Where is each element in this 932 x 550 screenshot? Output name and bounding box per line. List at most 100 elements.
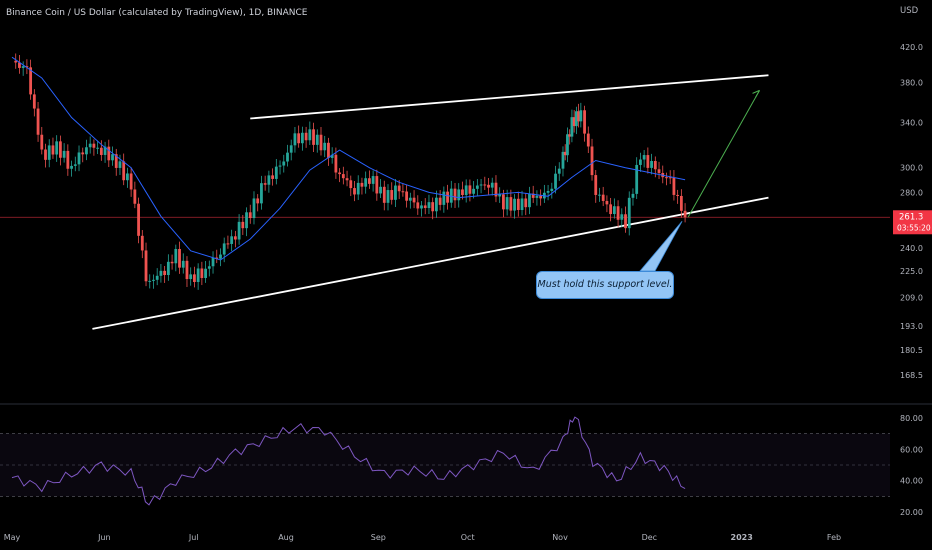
candle-body bbox=[586, 133, 590, 147]
candle-body bbox=[457, 189, 461, 201]
candle-body bbox=[85, 147, 88, 155]
candle-body bbox=[282, 161, 286, 166]
rsi-pane[interactable] bbox=[0, 416, 890, 506]
candle-body bbox=[36, 108, 40, 135]
candle-body bbox=[494, 182, 498, 197]
candle-body bbox=[25, 66, 29, 68]
candle-body bbox=[312, 129, 315, 145]
axes: 420.0380.0340.0300.0280.0260.0240.0225.0… bbox=[0, 43, 932, 542]
candle-body bbox=[70, 165, 73, 169]
candle-body bbox=[241, 221, 245, 229]
candle-body bbox=[300, 132, 304, 144]
candle-body bbox=[260, 183, 263, 204]
candle-body bbox=[200, 268, 204, 278]
candle-body bbox=[40, 134, 44, 150]
candle-body bbox=[14, 60, 18, 63]
candle-body bbox=[159, 270, 163, 276]
candle-body bbox=[650, 161, 653, 168]
annotation-callout[interactable]: Must hold this support level. bbox=[536, 271, 674, 299]
candle-body bbox=[44, 149, 47, 160]
candle-body bbox=[148, 280, 152, 282]
candle-body bbox=[297, 133, 301, 144]
candle-body bbox=[408, 197, 412, 201]
candle-body bbox=[152, 279, 155, 281]
candle-body bbox=[226, 243, 230, 245]
candle-body bbox=[446, 191, 449, 203]
candle-body bbox=[341, 174, 345, 179]
currency-label: USD bbox=[900, 6, 919, 16]
time-tick-label: Jun bbox=[97, 533, 111, 542]
candle-body bbox=[620, 214, 624, 220]
candle-body bbox=[464, 185, 468, 195]
candle-body bbox=[330, 154, 334, 158]
candle-body bbox=[166, 261, 170, 276]
candle-body bbox=[96, 147, 100, 149]
candle-body bbox=[21, 66, 25, 68]
moving-average-line bbox=[11, 56, 686, 261]
candle-body bbox=[546, 191, 550, 193]
candle-body bbox=[572, 117, 576, 127]
candle-body bbox=[118, 161, 122, 168]
price-pane[interactable] bbox=[0, 53, 890, 330]
candle-body bbox=[438, 197, 442, 205]
candle-body bbox=[99, 147, 103, 155]
candle-body bbox=[524, 198, 528, 208]
candle-body bbox=[47, 145, 51, 160]
price-tick-label: 168.5 bbox=[900, 371, 923, 380]
candle-body bbox=[58, 141, 62, 158]
price-tick-label: 280.0 bbox=[900, 188, 923, 197]
time-tick-label: Sep bbox=[371, 533, 386, 542]
price-tick-label: 380.0 bbox=[900, 79, 923, 88]
candle-body bbox=[140, 235, 144, 251]
candle-body bbox=[88, 143, 92, 148]
candle-body bbox=[563, 151, 567, 156]
candle-body bbox=[505, 197, 509, 210]
candle-body bbox=[635, 164, 639, 194]
candle-body bbox=[256, 198, 260, 204]
rsi-tick-label: 20.00 bbox=[900, 508, 923, 517]
candle-body bbox=[609, 204, 613, 215]
candle-body bbox=[574, 111, 578, 127]
candle-body bbox=[679, 195, 683, 211]
candle-body bbox=[319, 134, 323, 151]
candle-body bbox=[286, 152, 289, 162]
chart-title: Binance Coin / US Dollar (calculated by … bbox=[6, 8, 308, 18]
candle-body bbox=[170, 261, 174, 264]
candle-body bbox=[356, 182, 360, 195]
candle-body bbox=[627, 197, 631, 229]
candle-body bbox=[590, 146, 594, 176]
candle-body bbox=[122, 161, 126, 181]
time-tick-label: Aug bbox=[278, 533, 294, 542]
candle-body bbox=[554, 173, 557, 189]
candle-body bbox=[233, 236, 237, 240]
candle-body bbox=[513, 198, 516, 211]
candle-body bbox=[181, 260, 185, 268]
candle-body bbox=[222, 243, 226, 255]
price-badge-value: 261.3 bbox=[899, 212, 923, 222]
candle-body bbox=[114, 154, 118, 168]
candle-body bbox=[107, 146, 111, 161]
candle-body bbox=[126, 173, 129, 181]
candle-body bbox=[672, 177, 676, 195]
candle-body bbox=[676, 194, 680, 196]
candle-body bbox=[137, 203, 140, 236]
candle-body bbox=[416, 202, 420, 209]
candle-body bbox=[185, 260, 189, 280]
candle-body bbox=[193, 274, 196, 282]
candle-body bbox=[435, 197, 438, 212]
candle-body bbox=[594, 175, 598, 195]
price-tick-label: 240.0 bbox=[900, 244, 923, 253]
price-tick-label: 225.0 bbox=[900, 267, 923, 276]
candle-body bbox=[487, 184, 490, 188]
candle-body bbox=[405, 191, 409, 201]
candle-body bbox=[207, 266, 211, 269]
candle-body bbox=[601, 194, 605, 201]
candle-body bbox=[73, 164, 77, 166]
price-tick-label: 300.0 bbox=[900, 164, 923, 173]
candle-body bbox=[475, 185, 479, 189]
candle-body bbox=[230, 236, 234, 244]
candle-body bbox=[683, 210, 687, 218]
candle-body bbox=[345, 178, 349, 181]
candle-body bbox=[653, 161, 657, 170]
